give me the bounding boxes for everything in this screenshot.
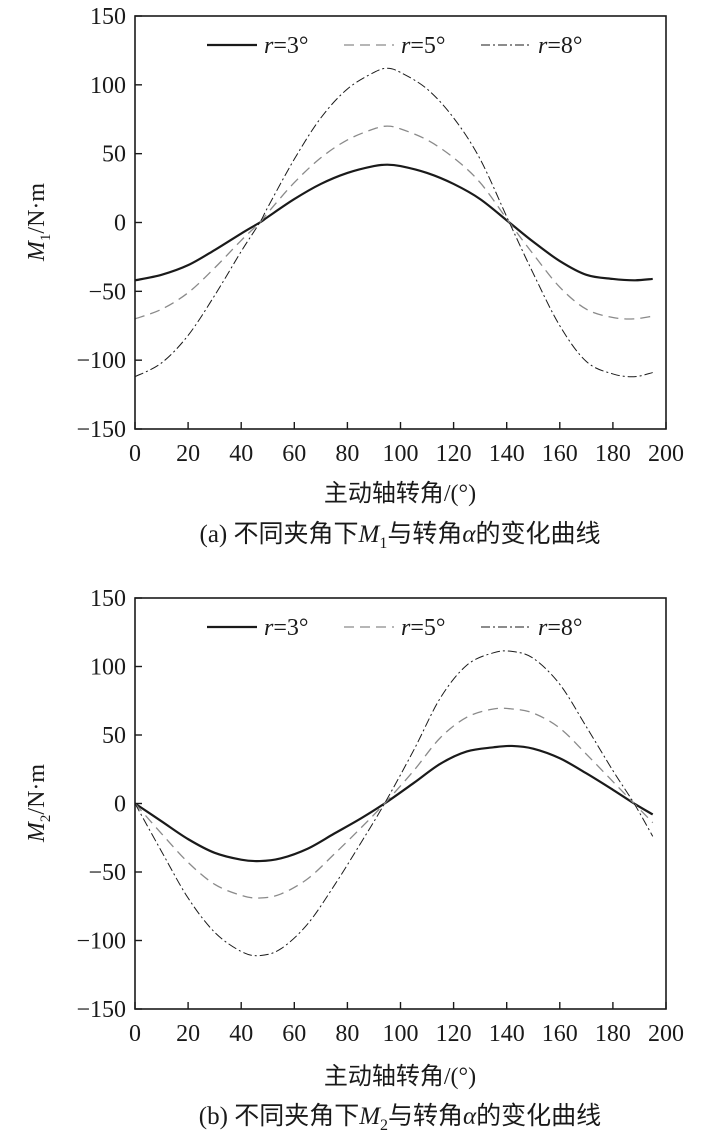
legend-label-2: r=8° [538,615,582,641]
y-axis-title: M1/N·m [24,183,54,262]
y-tick-label: 100 [90,655,126,681]
x-tick-label: 160 [542,1021,578,1047]
legend-label-1: r=5° [401,615,445,641]
chart-panel-a: 0 20 40 60 80 100 120 140 160 180 200 150 100 50 0 −50 −… [24,4,684,552]
x-tick-label: 160 [542,441,578,467]
x-tick-label: 60 [282,441,306,467]
x-tick-label: 200 [648,441,684,467]
y-tick-label: 0 [114,211,126,237]
y-tick-label: 50 [102,723,126,749]
x-tick-label: 0 [129,1021,141,1047]
y-tick-label: −50 [88,279,126,305]
y-tick-label: −100 [76,348,126,374]
series-line-0 [134,744,654,863]
legend: r=3° r=5° r=8° [207,615,582,641]
y-tick-label: −100 [76,929,126,955]
x-tick-label: 140 [489,1021,525,1047]
series-line-1 [134,125,653,320]
legend-label-0: r=3° [264,615,308,641]
x-tick-label: 120 [436,1021,472,1047]
chart-panel-b: 0 20 40 60 80 100 120 140 160 180 200 150 100 50 0 −50 −… [24,586,684,1134]
x-tick-label: 40 [229,441,253,467]
x-axis-title: 主动轴转角/(°) [324,1063,476,1090]
x-tick-label: 80 [335,1021,359,1047]
x-tick-label: 100 [383,1021,419,1047]
legend-label-1: r=5° [401,33,445,59]
y-axis-title: M2/N·m [24,764,54,843]
y-tick-label: 150 [90,586,126,612]
caption: (b) 不同夹角下M2与转角α的变化曲线 [199,1102,601,1134]
x-tick-label: 20 [176,441,200,467]
caption: (a) 不同夹角下M1与转角α的变化曲线 [200,520,601,552]
legend-label-2: r=8° [538,33,582,59]
y-tick-label: −150 [76,417,126,443]
y-tick-label: 100 [90,73,126,99]
series-line-0 [134,163,653,282]
series-line-2 [134,67,653,378]
x-tick-label: 0 [129,441,141,467]
plot-frame [134,597,667,1010]
y-tick-label: 0 [114,792,126,818]
series-line-2 [134,650,654,957]
x-tick-label: 80 [335,441,359,467]
x-tick-label: 60 [282,1021,306,1047]
x-tick-label: 180 [595,1021,631,1047]
plot-frame [134,15,667,430]
x-tick-label: 180 [595,441,631,467]
x-axis-title: 主动轴转角/(°) [324,480,476,507]
y-tick-label: −150 [76,997,126,1023]
legend: r=3° r=5° r=8° [207,33,582,59]
x-tick-label: 140 [489,441,525,467]
x-tick-label: 100 [383,441,419,467]
y-tick-label: −50 [88,860,126,886]
y-tick-label: 150 [90,4,126,30]
y-tick-label: 50 [102,142,126,168]
x-tick-label: 40 [229,1021,253,1047]
x-tick-label: 20 [176,1021,200,1047]
x-tick-label: 120 [436,441,472,467]
legend-label-0: r=3° [264,33,308,59]
x-tick-label: 200 [648,1021,684,1047]
series-line-1 [134,707,654,899]
